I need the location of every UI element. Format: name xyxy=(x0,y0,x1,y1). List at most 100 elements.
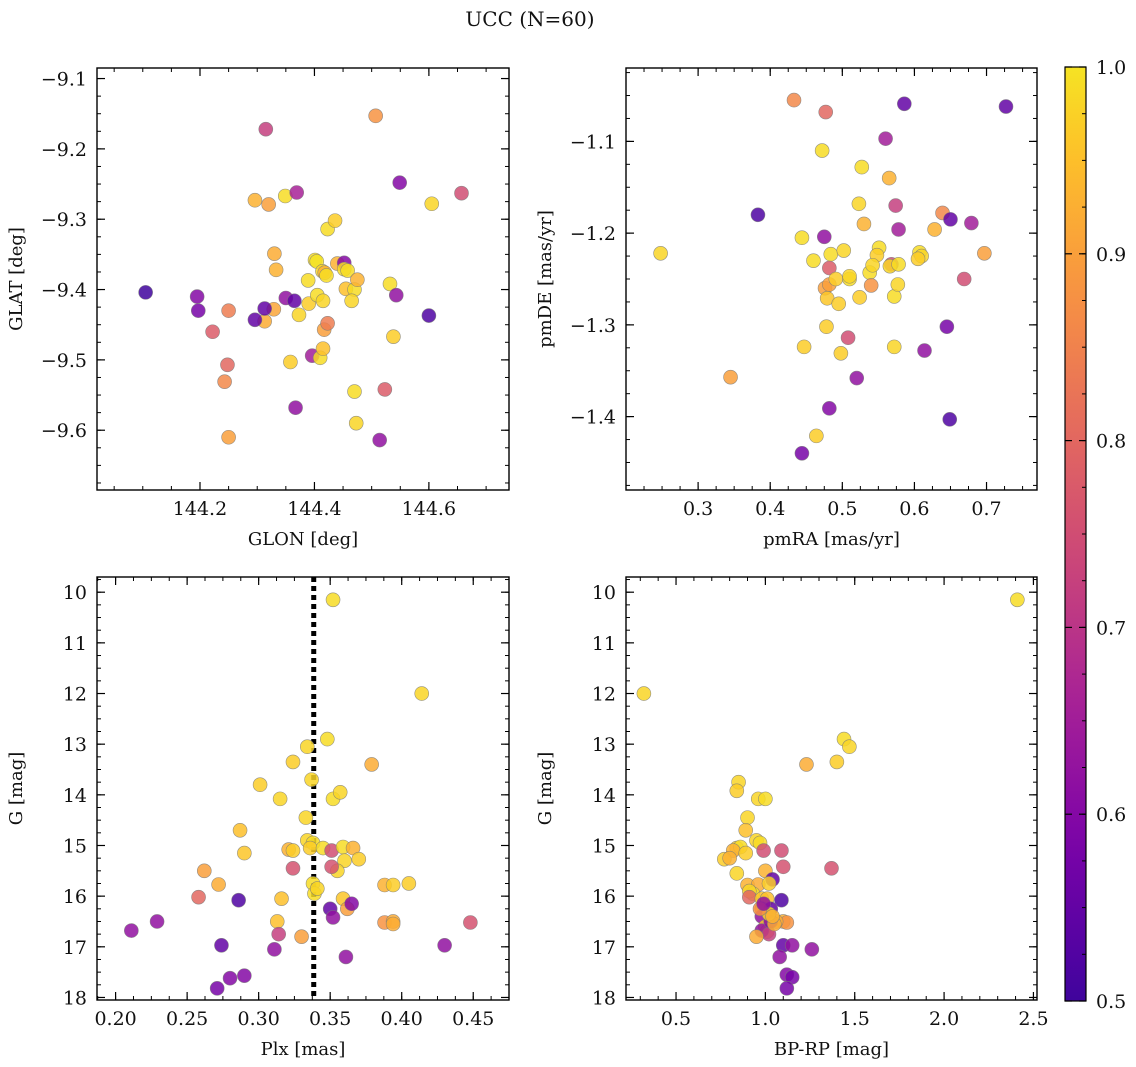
data-point xyxy=(300,273,316,288)
colorbar-tick-label: 0.7 xyxy=(1096,617,1126,639)
data-point xyxy=(268,262,284,278)
data-point xyxy=(729,866,745,881)
data-point xyxy=(274,891,289,906)
data-point xyxy=(823,246,839,262)
data-point xyxy=(804,942,820,957)
data-point xyxy=(382,276,398,292)
y-tick-label: 18 xyxy=(592,987,616,1009)
data-point xyxy=(372,432,387,448)
data-point xyxy=(287,293,302,309)
data-point xyxy=(315,293,331,309)
axes-frame xyxy=(96,576,510,1001)
data-point xyxy=(910,251,926,267)
data-point xyxy=(385,916,401,932)
data-point xyxy=(794,446,810,461)
colorbar-tick-label: 1.0 xyxy=(1096,57,1126,79)
y-tick-label: −1.4 xyxy=(570,407,616,429)
data-point xyxy=(211,877,226,892)
data-point xyxy=(196,863,212,879)
data-point xyxy=(149,914,165,929)
data-point xyxy=(738,845,754,861)
data-point xyxy=(831,296,847,312)
data-point xyxy=(779,981,795,996)
data-point xyxy=(138,285,153,300)
y-tick-label: 15 xyxy=(592,835,616,857)
data-point xyxy=(890,277,906,292)
x-tick-label: 0.30 xyxy=(237,1008,279,1030)
data-point xyxy=(842,739,857,755)
x-axis-label: BP-RP [mag] xyxy=(774,1039,889,1060)
data-point xyxy=(344,896,359,912)
y-tick-label: 14 xyxy=(592,785,616,807)
data-point xyxy=(388,287,404,303)
data-point xyxy=(325,910,341,925)
data-point xyxy=(956,271,972,287)
y-tick-label: 18 xyxy=(63,987,87,1009)
x-tick-label: 1.0 xyxy=(750,1008,780,1030)
y-tick-label: 13 xyxy=(592,734,616,756)
data-point xyxy=(267,942,282,957)
x-tick-label: 0.3 xyxy=(683,498,713,520)
y-tick-label: 17 xyxy=(592,937,616,959)
data-point xyxy=(377,382,393,397)
data-point xyxy=(299,739,315,755)
y-tick-label: −9.5 xyxy=(41,350,87,372)
y-tick-label: −1.1 xyxy=(570,131,616,153)
data-point xyxy=(829,754,845,770)
data-point xyxy=(291,307,307,323)
data-point xyxy=(320,731,335,747)
y-tick-label: 11 xyxy=(63,633,87,655)
data-point xyxy=(320,316,335,331)
data-point xyxy=(723,369,738,385)
data-point xyxy=(414,686,430,701)
data-point xyxy=(891,257,906,272)
data-point xyxy=(319,268,334,283)
data-point xyxy=(784,937,800,953)
panel-pmra-pmde: 0.3 0.4 0.5 0.6 0.7 −1.1 −1.2 −1.3 −1.4 pmRA [mas… xyxy=(535,67,1038,550)
data-point xyxy=(267,246,282,261)
data-point xyxy=(231,892,246,908)
data-point xyxy=(814,143,830,158)
data-point xyxy=(214,937,229,953)
data-point xyxy=(822,401,837,416)
axes-frame xyxy=(625,67,1038,491)
data-point xyxy=(288,400,303,416)
data-point xyxy=(833,346,849,361)
data-point xyxy=(729,783,745,799)
data-point xyxy=(828,271,844,287)
data-point xyxy=(1010,592,1025,608)
data-point xyxy=(818,104,834,120)
data-point xyxy=(865,257,880,273)
data-point xyxy=(816,229,832,245)
data-point xyxy=(772,949,787,965)
figure-title: UCC (N=60) xyxy=(465,7,594,31)
x-tick-label: 144.6 xyxy=(402,498,456,520)
data-point xyxy=(338,949,354,965)
data-point xyxy=(237,845,252,861)
data-point xyxy=(740,810,755,825)
data-point xyxy=(856,216,872,232)
x-tick-label: 2.0 xyxy=(929,1008,959,1030)
data-point xyxy=(392,175,408,190)
data-point xyxy=(347,384,362,399)
y-tick-label: 10 xyxy=(592,582,616,604)
data-point xyxy=(247,192,263,208)
data-point xyxy=(340,263,355,278)
x-tick-label: 1.5 xyxy=(840,1008,870,1030)
data-point xyxy=(897,96,912,112)
y-tick-label: 16 xyxy=(63,886,87,908)
y-tick-label: −1.3 xyxy=(570,315,616,337)
y-axis-label: GLAT [deg] xyxy=(6,227,27,331)
data-point xyxy=(261,197,276,212)
y-tick-label: 16 xyxy=(592,886,616,908)
data-point xyxy=(836,243,852,258)
x-tick-label: 0.5 xyxy=(827,498,857,520)
data-point xyxy=(269,914,285,929)
data-point xyxy=(327,213,343,228)
data-point xyxy=(386,329,401,344)
colorbar-ticks: 0.5 0.6 0.7 0.8 0.9 1.0 xyxy=(1065,57,1126,1013)
data-point xyxy=(385,877,401,893)
data-point xyxy=(794,230,810,246)
data-point xyxy=(964,215,979,231)
x-axis-label: pmRA [mas/yr] xyxy=(763,529,900,550)
